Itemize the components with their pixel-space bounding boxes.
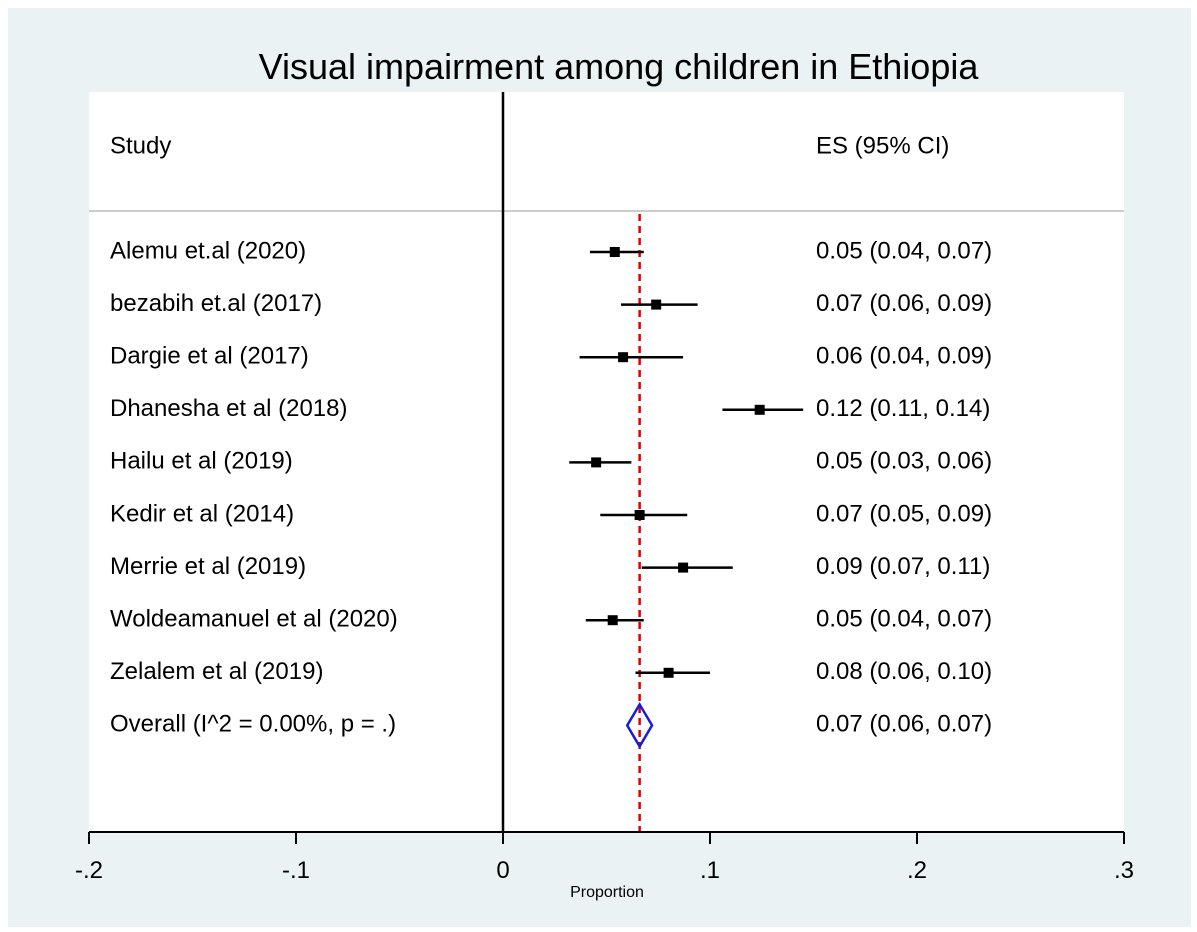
x-tick-label: -.2 xyxy=(75,857,103,884)
x-tick-label: .2 xyxy=(907,857,927,884)
effect-marker xyxy=(591,457,602,468)
x-tick-label: .3 xyxy=(1114,857,1134,884)
effect-estimate-text: 0.05 (0.04, 0.07) xyxy=(816,606,992,633)
effect-marker xyxy=(754,404,765,415)
effect-estimate-text: 0.09 (0.07, 0.11) xyxy=(816,553,990,580)
x-tick-label: -.1 xyxy=(282,857,310,884)
effect-marker xyxy=(618,352,629,363)
effect-marker xyxy=(678,562,689,573)
x-tick-label: .1 xyxy=(700,857,720,884)
overall-estimate-text: 0.07 (0.06, 0.07) xyxy=(816,711,992,738)
effect-marker xyxy=(634,510,645,520)
x-axis-label: Proportion xyxy=(570,884,644,901)
column-header-study: Study xyxy=(110,132,171,159)
effect-estimate-text: 0.07 (0.06, 0.09) xyxy=(816,290,992,317)
effect-estimate-text: 0.06 (0.04, 0.09) xyxy=(816,343,992,370)
effect-marker xyxy=(663,667,674,678)
chart-title: Visual impairment among children in Ethi… xyxy=(259,46,980,87)
effect-estimate-text: 0.05 (0.04, 0.07) xyxy=(816,237,992,264)
study-label: bezabih et.al (2017) xyxy=(110,290,322,317)
effect-estimate-text: 0.12 (0.11, 0.14) xyxy=(816,395,990,422)
effect-estimate-text: 0.08 (0.06, 0.10) xyxy=(816,658,992,685)
effect-marker xyxy=(651,299,662,310)
effect-marker xyxy=(609,247,620,257)
overall-diamond xyxy=(625,701,654,749)
study-label: Merrie et al (2019) xyxy=(110,553,306,580)
study-label: Woldeamanuel et al (2020) xyxy=(110,606,398,633)
x-axis-ticks: -.2 -.1 0 .1 .2 .3 xyxy=(75,832,1134,884)
study-label: Hailu et al (2019) xyxy=(110,448,293,475)
study-rows: Alemu et.al (2020) 0.05 (0.04, 0.07) bezab… xyxy=(110,237,992,749)
study-label: Kedir et al (2014) xyxy=(110,500,294,527)
effect-estimate-text: 0.05 (0.03, 0.06) xyxy=(816,448,992,475)
column-header-effect: ES (95% CI) xyxy=(816,132,949,159)
study-label: Zelalem et al (2019) xyxy=(110,658,323,685)
study-label: Dargie et al (2017) xyxy=(110,343,309,370)
effect-estimate-text: 0.07 (0.05, 0.09) xyxy=(816,500,992,527)
study-label: Alemu et.al (2020) xyxy=(110,237,306,264)
effect-marker xyxy=(607,615,618,626)
x-tick-label: 0 xyxy=(496,857,509,884)
study-label: Dhanesha et al (2018) xyxy=(110,395,348,422)
overall-label: Overall (I^2 = 0.00%, p = .) xyxy=(110,711,396,738)
